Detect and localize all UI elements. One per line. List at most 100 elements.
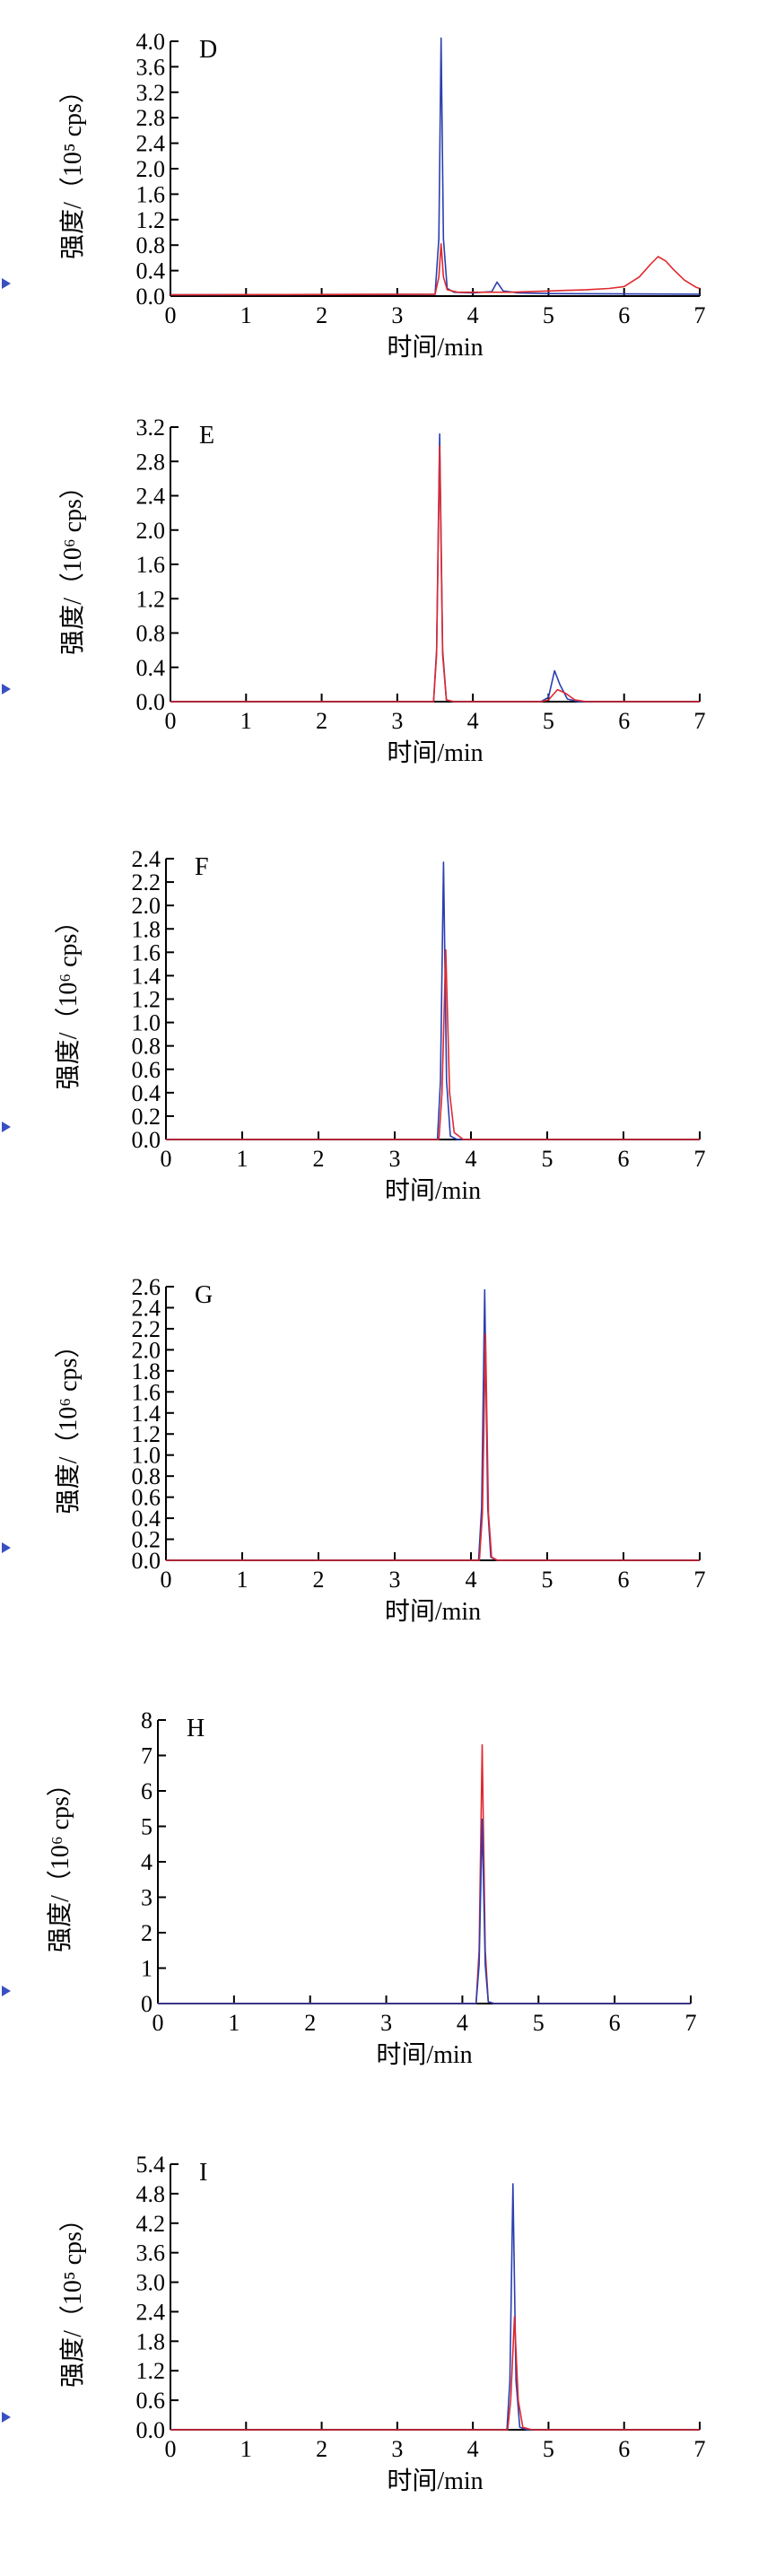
y-tick-label: 0.4	[136, 655, 166, 681]
y-tick-label: 0.0	[132, 1127, 161, 1153]
x-tick-label: 3	[389, 1146, 401, 1172]
trace-start-marker-icon	[2, 1122, 11, 1132]
x-tick-label: 2	[313, 1146, 325, 1172]
x-tick-label: 0	[161, 1146, 172, 1172]
x-tick-label: 7	[694, 708, 706, 734]
x-tick-label: 7	[694, 302, 706, 328]
x-tick-label: 4	[467, 2436, 479, 2462]
y-tick-label: 1.0	[132, 1010, 161, 1036]
y-tick-label: 2.4	[136, 2299, 166, 2325]
trace-start-marker-icon	[2, 2412, 11, 2423]
series-line-red	[170, 242, 701, 296]
panel-label: E	[199, 422, 214, 450]
x-tick-label: 4	[467, 708, 479, 734]
panel-label: I	[199, 2159, 207, 2187]
x-axis-label: 时间/min	[385, 1597, 481, 1626]
x-tick-label: 0	[165, 2436, 177, 2462]
x-tick-label: 1	[240, 708, 252, 734]
y-tick-label: 8	[141, 1707, 153, 1733]
x-tick-label: 0	[153, 2010, 164, 2036]
y-tick-label: 0.8	[132, 1463, 161, 1489]
y-tick-label: 0.2	[132, 1527, 161, 1553]
y-tick-label: 7	[141, 1743, 153, 1769]
y-tick-label: 1.2	[136, 207, 166, 233]
x-tick-label: 2	[304, 2010, 316, 2036]
x-tick-label: 3	[391, 2436, 403, 2462]
x-tick-label: 1	[237, 1567, 248, 1593]
y-tick-label: 0.6	[132, 1485, 161, 1511]
y-tick-label: 2.4	[132, 1295, 161, 1321]
series-line-red	[166, 948, 700, 1140]
y-tick-label: 1.8	[136, 2328, 166, 2354]
y-tick-label: 2.0	[136, 156, 166, 182]
y-tick-label: 3.6	[136, 2240, 166, 2266]
y-tick-label: 0.0	[136, 284, 166, 310]
x-tick-label: 5	[533, 2010, 545, 2036]
x-tick-label: 0	[165, 302, 177, 328]
x-axis-label: 时间/min	[387, 333, 483, 362]
y-tick-label: 4.0	[136, 29, 166, 55]
x-tick-label: 1	[240, 302, 252, 328]
x-tick-label: 0	[165, 708, 177, 734]
y-tick-label: 0.6	[136, 2388, 166, 2414]
series-line-red	[170, 445, 700, 703]
panel-label: F	[195, 853, 209, 881]
y-tick-label: 2.4	[136, 131, 166, 157]
series-line-blue	[158, 1818, 691, 2004]
y-tick-label: 0.0	[136, 2417, 166, 2443]
x-tick-label: 6	[618, 2436, 630, 2462]
y-tick-label: 3	[141, 1885, 153, 1911]
y-tick-label: 1	[141, 1956, 153, 1982]
y-axis-label: 强度/（10⁵ cps）	[58, 78, 87, 259]
y-tick-label: 4.8	[136, 2181, 166, 2207]
y-tick-label: 1.6	[132, 1379, 161, 1405]
y-axis-label: 强度/（10⁵ cps）	[58, 2206, 87, 2388]
y-tick-label: 1.8	[132, 916, 161, 942]
x-tick-label: 2	[316, 302, 327, 328]
x-tick-label: 2	[316, 708, 327, 734]
panel-label: D	[199, 36, 217, 64]
y-tick-label: 5	[141, 1814, 153, 1840]
y-tick-label: 1.4	[132, 963, 161, 989]
y-tick-label: 3.6	[136, 54, 166, 80]
x-tick-label: 4	[466, 1146, 477, 1172]
y-tick-label: 1.2	[136, 2358, 166, 2384]
x-tick-label: 3	[391, 708, 403, 734]
trace-start-marker-icon	[2, 1986, 11, 1996]
x-tick-label: 6	[618, 1146, 630, 1172]
y-tick-label: 1.4	[132, 1401, 161, 1427]
x-tick-label: 5	[543, 302, 554, 328]
x-axis-label: 时间/min	[387, 738, 483, 767]
y-tick-label: 0.8	[136, 232, 166, 258]
y-tick-label: 4	[141, 1849, 153, 1875]
series-line-red	[170, 2316, 700, 2431]
y-tick-label: 0.4	[132, 1080, 161, 1106]
x-axis-label: 时间/min	[387, 2467, 483, 2495]
x-tick-label: 3	[380, 2010, 392, 2036]
y-tick-label: 2.8	[136, 105, 166, 131]
y-tick-label: 2.4	[132, 846, 161, 872]
y-tick-label: 3.2	[136, 80, 166, 106]
y-tick-label: 6	[141, 1778, 153, 1804]
x-tick-label: 4	[457, 2010, 468, 2036]
x-tick-label: 1	[240, 2436, 252, 2462]
y-tick-label: 0.0	[132, 1548, 161, 1574]
x-tick-label: 5	[542, 1567, 553, 1593]
x-tick-label: 4	[466, 1567, 477, 1593]
y-tick-label: 1.8	[132, 1358, 161, 1384]
y-tick-label: 2.0	[132, 893, 161, 919]
x-tick-label: 7	[694, 1146, 706, 1172]
x-tick-label: 3	[391, 302, 403, 328]
y-tick-label: 1.2	[136, 586, 166, 612]
y-axis-label: 强度/（10⁶ cps）	[54, 909, 83, 1090]
trace-start-marker-icon	[2, 278, 11, 289]
x-tick-label: 1	[228, 2010, 240, 2036]
y-tick-label: 0.8	[132, 1034, 161, 1060]
x-axis-label: 时间/min	[376, 2040, 472, 2069]
y-tick-label: 2.2	[132, 869, 161, 895]
series-line-blue	[170, 2183, 700, 2431]
